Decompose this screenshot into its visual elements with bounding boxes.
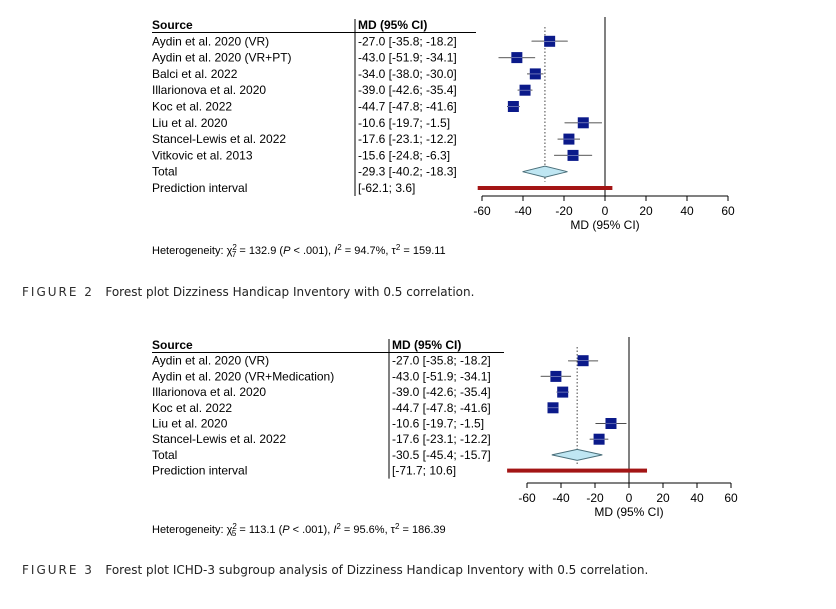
figure-2-heterogeneity: Heterogeneity: χ2 7 = 132.9 (P < .001), I… [152, 243, 446, 259]
figure-3-caption-text: Forest plot ICHD-3 subgroup analysis of … [105, 563, 649, 577]
figure-3-caption-label: FIGURE 3 [22, 563, 94, 577]
figure-2-het-tau2-value: = 159.11 [400, 245, 445, 257]
figure-2-x-tick-label: -20 [555, 204, 573, 218]
figure-2-het-prefix: Heterogeneity: χ [152, 245, 233, 257]
figure-2-header-source: Source [152, 18, 193, 32]
figure-3-het-prefix: Heterogeneity: χ [152, 524, 233, 536]
figure-2-het-i2-value: = 94.7%, τ [342, 245, 397, 257]
figure-3-het-i2-sup: 2 [336, 522, 341, 531]
figure-3-caption: FIGURE 3 Forest plot ICHD-3 subgroup ana… [22, 563, 648, 577]
figure-3-study-ci: -39.0 [-42.6; -35.4] [392, 385, 491, 399]
figure-3-het-i2-value: = 95.6%, τ [341, 524, 396, 536]
figure-2-caption: FIGURE 2 Forest plot Dizziness Handicap … [22, 285, 474, 299]
figure-3-header-ci: MD (95% CI) [392, 338, 461, 352]
figure-2-het-df: 7 [232, 250, 237, 259]
figure-3-x-tick-label: 40 [690, 491, 704, 505]
figure-3-study-ci: -17.6 [-23.1; -12.2] [392, 432, 491, 446]
figure-2-prediction-bar [477, 186, 613, 190]
figure-2-x-tick-label: 20 [639, 204, 653, 218]
figure-2-study-source: Balci et al. 2022 [152, 67, 238, 81]
figure-2-het-p-value: < .001), [290, 245, 334, 257]
figure-2-study-ci: -27.0 [-35.8; -18.2] [358, 34, 457, 48]
figure-2-caption-label: FIGURE 2 [22, 285, 94, 299]
figure-3-het-stat: = 113.1 ( [236, 524, 282, 536]
figure-2-study-ci: -39.0 [-42.6; -35.4] [358, 83, 457, 97]
figure-2-prediction-ci: [-62.1; 3.6] [358, 181, 415, 195]
figure-2-het-p-label: P [283, 245, 291, 257]
figure-2-forest-plot: Source MD (95% CI) Aydin et al. 2020 (VR) -… [152, 17, 735, 259]
figure-3-study-ci: -43.0 [-51.9; -34.1] [392, 369, 491, 383]
figure-3-header-source: Source [152, 338, 193, 352]
figure-2-study-source: Aydin et al. 2020 (VR+PT) [152, 51, 292, 65]
figure-3-prediction-bar [507, 468, 648, 473]
figure-2-header-ci: MD (95% CI) [358, 18, 427, 32]
figure-2-x-axis-title: MD (95% CI) [570, 218, 639, 232]
figure-2-het-sup: 2 [232, 243, 237, 252]
figure-2-het-i2-label: I [334, 245, 337, 257]
figure-2-study-source: Liu et al. 2020 [152, 116, 228, 130]
figure-2-study-ci: -43.0 [-51.9; -34.1] [358, 51, 457, 65]
figure-3-total-label: Total [152, 448, 177, 462]
figure-2-study-ci: -44.7 [-47.8; -41.6] [358, 100, 457, 114]
figure-3-prediction-label: Prediction interval [152, 464, 247, 478]
figure-3-het-p-value: < .001), [290, 524, 334, 536]
figure-3-study-source: Aydin et al. 2020 (VR) [152, 354, 269, 368]
figure-3-study-source: Koc et al. 2022 [152, 401, 232, 415]
figure-2-het-stat: = 132.9 ( [236, 245, 283, 257]
figure-3-study-source: Aydin et al. 2020 (VR+Medication) [152, 369, 334, 383]
figure-2-x-tick-label: 40 [680, 204, 694, 218]
figure-3-het-tau2-value: = 186.39 [399, 524, 445, 536]
figure-3-study-source: Liu et al. 2020 [152, 417, 228, 431]
figure-2-study-ci: -15.6 [-24.8; -6.3] [358, 148, 450, 162]
figure-3-het-tau-sup: 2 [395, 522, 400, 531]
figure-2-study-source: Aydin et al. 2020 (VR) [152, 34, 269, 48]
figure-2-study-source: Stancel-Lewis et al. 2022 [152, 132, 286, 146]
figure-3-heterogeneity: Heterogeneity: χ2 5 = 113.1 (P < .001), I… [152, 522, 446, 538]
figure-3-study-ci: -27.0 [-35.8; -18.2] [392, 354, 491, 368]
figure-3-study-ci: -10.6 [-19.7; -1.5] [392, 417, 484, 431]
figure-3-study-ci: -44.7 [-47.8; -41.6] [392, 401, 491, 415]
figure-2-x-tick-label: -60 [473, 204, 491, 218]
figure-3-x-tick-label: 0 [626, 491, 633, 505]
figure-3-x-tick-label: 60 [724, 491, 738, 505]
figure-2-prediction-label: Prediction interval [152, 181, 247, 195]
figure-2-study-source: Illarionova et al. 2020 [152, 83, 266, 97]
figure-2-study-source: Vitkovic et al. 2013 [152, 148, 253, 162]
figure-3-study-source: Illarionova et al. 2020 [152, 385, 266, 399]
figure-2-het-i2-sup: 2 [337, 243, 342, 252]
figure-3-het-i2-label: I [333, 524, 336, 536]
figure-2-x-tick-label: 0 [602, 204, 609, 218]
figure-3-het-p-label: P [282, 524, 290, 536]
figure-3-forest-plot: Source MD (95% CI) Aydin et al. 2020 (VR) -… [152, 337, 738, 538]
figure-3-x-tick-label: 20 [656, 491, 670, 505]
figure-2-het-tau-sup: 2 [396, 243, 401, 252]
figure-2-study-ci: -17.6 [-23.1; -12.2] [358, 132, 457, 146]
figure-3-het-df: 5 [232, 529, 237, 538]
figure-3-x-tick-label: -40 [552, 491, 570, 505]
figure-2-total-ci: -29.3 [-40.2; -18.3] [358, 165, 457, 179]
figure-3-x-tick-label: -60 [518, 491, 536, 505]
figure-2-study-ci: -10.6 [-19.7; -1.5] [358, 116, 450, 130]
figure-3-total-ci: -30.5 [-45.4; -15.7] [392, 448, 491, 462]
figure-2-study-ci: -34.0 [-38.0; -30.0] [358, 67, 457, 81]
figure-3-het-sup: 2 [232, 522, 237, 531]
figure-2-total-diamond [522, 165, 568, 178]
figure-2-caption-text: Forest plot Dizziness Handicap Inventory… [105, 285, 475, 299]
figure-3-total-diamond [551, 448, 603, 461]
figure-3-study-source: Stancel-Lewis et al. 2022 [152, 432, 286, 446]
figure-3-x-tick-label: -20 [586, 491, 604, 505]
figure-2-x-tick-label: 60 [721, 204, 735, 218]
figure-2-study-source: Koc et al. 2022 [152, 100, 232, 114]
figure-3-prediction-ci: [-71.7; 10.6] [392, 464, 456, 478]
figure-2-x-tick-label: -40 [514, 204, 532, 218]
figure-3-x-axis-title: MD (95% CI) [594, 505, 663, 519]
figure-2-total-label: Total [152, 165, 177, 179]
